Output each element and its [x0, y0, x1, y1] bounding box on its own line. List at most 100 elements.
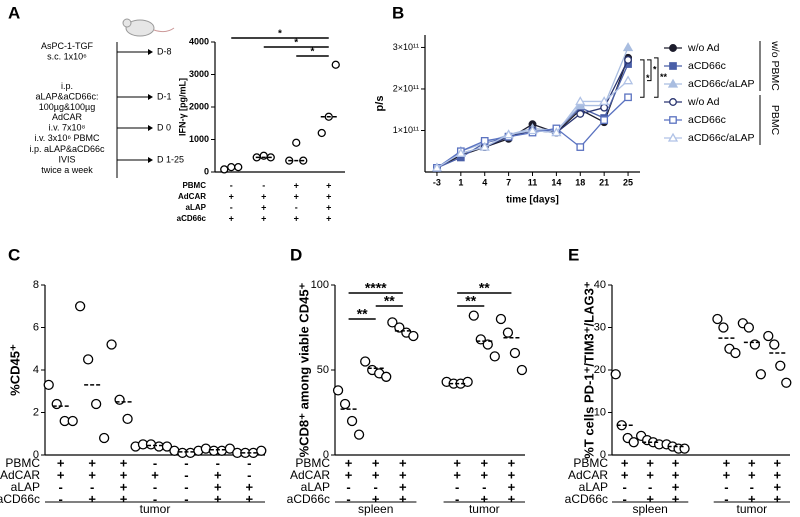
condition-cell: +	[748, 491, 756, 506]
y-tick-label: 1×10¹¹	[393, 125, 419, 135]
condition-cell: -	[59, 479, 63, 494]
data-point	[503, 129, 514, 139]
condition-name: PBMC	[5, 456, 40, 470]
step-text: s.c. 1x10⁶	[47, 52, 87, 62]
step-day: D-1	[157, 91, 172, 101]
condition-cell: -	[247, 467, 251, 482]
data-point	[749, 339, 761, 350]
condition-cell: +	[57, 467, 65, 482]
condition-cell: +	[326, 213, 331, 223]
data-point	[74, 301, 86, 312]
condition-cell: +	[294, 191, 299, 201]
y-axis-label: %CD45⁺	[7, 344, 22, 396]
data-point	[43, 379, 54, 391]
condition-name: aLAP	[186, 203, 207, 212]
condition-cell: -	[455, 479, 459, 494]
data-point	[599, 96, 610, 106]
condition-cell: +	[672, 479, 680, 494]
condition-cell: -	[374, 479, 378, 494]
condition-cell: +	[508, 467, 516, 482]
y-tick-label: 2	[33, 406, 39, 418]
sig-label: **	[384, 293, 395, 309]
data-point	[67, 415, 78, 427]
x-tick-label: -3	[433, 177, 441, 187]
data-point	[122, 413, 133, 425]
condition-cell: +	[748, 455, 756, 470]
condition-name: aCD66c	[0, 492, 40, 506]
condition-cell: +	[480, 455, 488, 470]
x-tick-label: 11	[528, 177, 538, 187]
mouse-tail	[153, 27, 175, 33]
condition-cell: +	[214, 467, 222, 482]
condition-cell: +	[723, 455, 731, 470]
sig-bracket	[654, 57, 659, 98]
data-point	[551, 127, 562, 137]
condition-cell: +	[326, 191, 331, 201]
y-tick-label: 2×10¹¹	[393, 83, 419, 93]
data-point	[408, 330, 419, 342]
condition-cell: -	[648, 479, 652, 494]
step-text: AsPC-1-TGF	[41, 41, 94, 51]
data-point	[712, 313, 723, 325]
data-point	[763, 330, 774, 342]
data-point	[468, 310, 479, 321]
condition-cell: -	[184, 491, 188, 506]
data-point	[509, 347, 521, 359]
condition-cell: +	[672, 491, 680, 506]
data-point	[610, 369, 621, 380]
condition-cell: +	[120, 479, 128, 494]
data-point	[462, 376, 473, 388]
mouse-body	[125, 19, 155, 37]
y-axis-label: %T cells PD-1⁺/TIM3⁺/LAG3⁺	[581, 281, 596, 458]
series-line	[436, 57, 629, 169]
group-label: spleen	[358, 502, 393, 516]
data-point	[387, 317, 398, 328]
data-point	[495, 313, 507, 325]
condition-cell: +	[508, 479, 516, 494]
data-point	[431, 162, 443, 172]
data-point	[575, 96, 586, 106]
condition-cell: +	[120, 455, 128, 470]
condition-cell: +	[294, 213, 299, 223]
data-point	[90, 398, 102, 410]
legend-label: aCD66c	[688, 114, 726, 126]
data-point	[360, 356, 371, 367]
y-tick-label: 3000	[189, 69, 209, 79]
step-text: aLAP&aCD66c:	[35, 91, 98, 101]
condition-cell: -	[184, 467, 188, 482]
arrow-head	[148, 157, 153, 163]
panel-letter: B	[392, 3, 404, 22]
y-tick-label: 20	[594, 364, 606, 376]
panel-letter: D	[290, 245, 302, 264]
condition-cell: +	[480, 467, 488, 482]
condition-cell: +	[399, 491, 407, 506]
y-tick-label: 6	[33, 321, 39, 333]
data-point	[769, 339, 780, 350]
condition-cell: +	[88, 455, 96, 470]
condition-cell: +	[57, 455, 65, 470]
y-tick-label: 0	[204, 166, 209, 176]
data-point	[227, 162, 236, 172]
condition-cell: +	[672, 467, 680, 482]
condition-cell: +	[508, 455, 516, 470]
condition-name: PBMC	[295, 456, 330, 470]
data-point	[346, 415, 358, 427]
x-tick-label: 4	[482, 177, 487, 187]
group-label: spleen	[632, 502, 667, 516]
sig-label: *	[646, 73, 650, 83]
data-point	[755, 369, 767, 380]
legend-marker	[667, 132, 679, 142]
step-text: twice a week	[41, 165, 93, 175]
sig-label: ****	[365, 280, 387, 296]
condition-cell: -	[455, 491, 459, 506]
data-point	[292, 138, 301, 147]
condition-cell: +	[672, 455, 680, 470]
y-tick-label: 4	[33, 364, 39, 376]
sig-label: *	[311, 47, 315, 58]
y-tick-label: 3×10¹¹	[393, 42, 419, 52]
arrow-head	[148, 125, 153, 131]
condition-name: aCD66c	[287, 492, 330, 506]
condition-cell: +	[120, 491, 128, 506]
legend-group-label: PBMC	[769, 105, 781, 136]
